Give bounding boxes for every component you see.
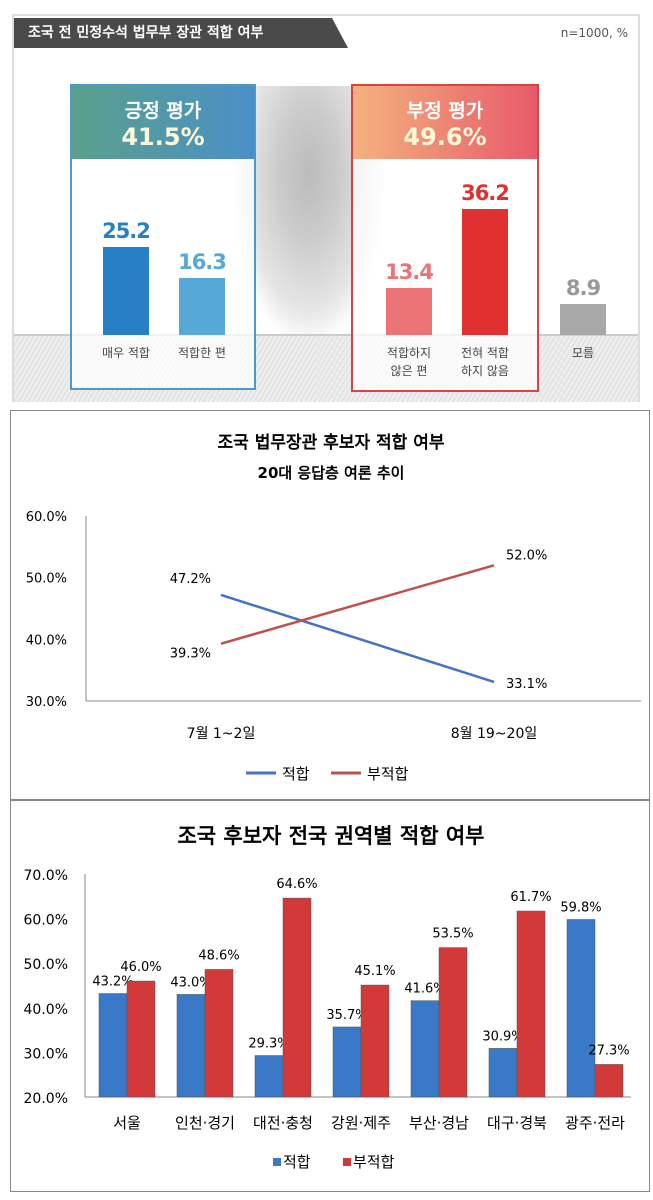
positive-label: 긍정 평가 — [124, 100, 202, 122]
category-label: 적합한 편 — [162, 344, 242, 362]
data-label: 61.7% — [510, 890, 551, 905]
x-tick-label: 7월 1~2일 — [187, 726, 256, 742]
bar-적합 — [410, 1000, 440, 1098]
x-tick-label: 대구·경북 — [487, 1114, 547, 1132]
data-label: 64.6% — [276, 877, 317, 892]
infographic-panel: 조국 전 민정수석 법무부 장관 적합 여부 n=1000, % 긍정 평가 4… — [12, 14, 640, 402]
category-label: 모름 — [543, 344, 623, 362]
bar-적합 — [254, 1055, 284, 1098]
bar-적합 — [176, 994, 206, 1098]
data-label: 41.6% — [404, 982, 445, 997]
bar-value: 25.2 — [102, 219, 151, 244]
bar-chart-panel: 조국 후보자 전국 권역별 적합 여부 70.0% 60.0% 50.0% 40.0% 3… — [10, 800, 650, 1192]
series-line-적합 — [220, 593, 495, 684]
x-tick-label: 인천·경기 — [175, 1114, 235, 1132]
y-tick-label: 60.0% — [26, 510, 67, 525]
bar-부적합 — [126, 980, 156, 1098]
y-tick-label: 60.0% — [24, 913, 68, 929]
bar-2 — [386, 288, 432, 335]
data-label: 52.0% — [506, 548, 547, 563]
category-label-line: 전혀 적합 — [461, 346, 509, 360]
data-label: 48.6% — [198, 948, 239, 963]
data-label: 43.0% — [170, 975, 211, 990]
category-label-line: 적합하지 — [386, 346, 432, 360]
bar-부적합 — [360, 984, 390, 1098]
x-tick-label: 서울 — [113, 1114, 141, 1132]
bar-부적합 — [516, 910, 546, 1098]
negative-header: 부정 평가 49.6% — [353, 86, 537, 159]
positive-header: 긍정 평가 41.5% — [72, 86, 254, 159]
bar-value: 16.3 — [178, 250, 227, 275]
bar-value: 36.2 — [461, 181, 510, 206]
bar-0 — [103, 247, 149, 335]
line-chart-title: 조국 법무장관 후보자 적합 여부 — [218, 432, 445, 453]
data-label: 30.9% — [482, 1029, 523, 1044]
x-tick-label: 대전·충청 — [253, 1114, 313, 1132]
bar-value: 13.4 — [385, 260, 434, 285]
legend-label: 부적합 — [367, 765, 409, 783]
data-label: 45.1% — [354, 964, 395, 979]
negative-group-box: 부정 평가 49.6% — [351, 84, 539, 392]
x-tick-label: 광주·전라 — [565, 1114, 625, 1132]
x-tick-label: 부산·경남 — [409, 1114, 469, 1132]
legend-label: 적합 — [283, 1153, 311, 1171]
line-chart-panel: 조국 법무장관 후보자 적합 여부 20대 응답층 여론 추이 60.0% 50.0%… — [10, 410, 650, 800]
data-label: 59.8% — [560, 900, 601, 915]
y-tick-label: 50.0% — [24, 957, 68, 973]
bar-3 — [462, 209, 508, 335]
bar-적합 — [98, 993, 128, 1098]
y-tick-label: 20.0% — [24, 1091, 68, 1107]
x-tick-label: 8월 19~20일 — [451, 726, 537, 742]
y-tick-label: 50.0% — [26, 572, 67, 587]
positive-total: 41.5% — [121, 123, 205, 151]
bar-적합 — [566, 919, 596, 1098]
region-bar-chart: 조국 후보자 전국 권역별 적합 여부 70.0% 60.0% 50.0% 40.0% 3… — [24, 824, 631, 1171]
negative-total: 49.6% — [403, 123, 487, 151]
line-chart-subtitle: 20대 응답층 여론 추이 — [258, 464, 405, 482]
legend-swatch — [273, 1158, 281, 1166]
category-label: 매우 적합 — [86, 344, 166, 362]
bar-부적합 — [282, 897, 312, 1098]
legend-label: 부적합 — [353, 1153, 395, 1171]
y-tick-label: 70.0% — [24, 868, 68, 884]
data-label: 43.2% — [92, 975, 133, 990]
data-label: 53.5% — [432, 927, 473, 942]
positive-group-box: 긍정 평가 41.5% — [70, 84, 256, 390]
bar-부적합 — [594, 1064, 624, 1098]
data-label: 47.2% — [170, 572, 211, 587]
category-label-line: 매우 적합 — [102, 346, 150, 360]
y-tick-label: 40.0% — [26, 633, 67, 648]
bar-1 — [179, 278, 225, 335]
bar-적합 — [332, 1026, 362, 1098]
data-label: 29.3% — [248, 1037, 289, 1052]
bar-chart-title: 조국 후보자 전국 권역별 적합 여부 — [177, 824, 484, 848]
sample-note: n=1000, % — [560, 26, 628, 40]
x-tick-label: 강원·제주 — [331, 1114, 391, 1132]
y-tick-label: 30.0% — [24, 1046, 68, 1062]
legend-swatch — [343, 1158, 351, 1166]
category-label-line: 하지 않음 — [461, 364, 509, 378]
category-label-line: 않은 편 — [390, 364, 428, 378]
negative-label: 부정 평가 — [406, 100, 484, 122]
series-line-부적합 — [220, 564, 495, 645]
bar-적합 — [488, 1048, 518, 1098]
data-label: 27.3% — [588, 1043, 629, 1058]
bar-부적합 — [204, 969, 234, 1098]
legend-label: 적합 — [282, 765, 310, 783]
data-label: 33.1% — [506, 677, 547, 692]
bar-value: 8.9 — [565, 276, 601, 301]
infographic-title: 조국 전 민정수석 법무부 장관 적합 여부 — [14, 18, 348, 48]
y-tick-label: 30.0% — [26, 695, 67, 710]
category-label-line: 적합한 편 — [178, 346, 226, 360]
category-label-line: 모름 — [571, 346, 595, 360]
y-tick-label: 40.0% — [24, 1002, 68, 1018]
bar-4 — [560, 304, 606, 335]
data-label: 46.0% — [120, 960, 161, 975]
data-label: 35.7% — [326, 1008, 367, 1023]
bar-부적합 — [438, 947, 468, 1098]
data-label: 39.3% — [170, 647, 211, 662]
line-chart: 조국 법무장관 후보자 적합 여부 20대 응답층 여론 추이 60.0% 50.0%… — [26, 432, 641, 783]
